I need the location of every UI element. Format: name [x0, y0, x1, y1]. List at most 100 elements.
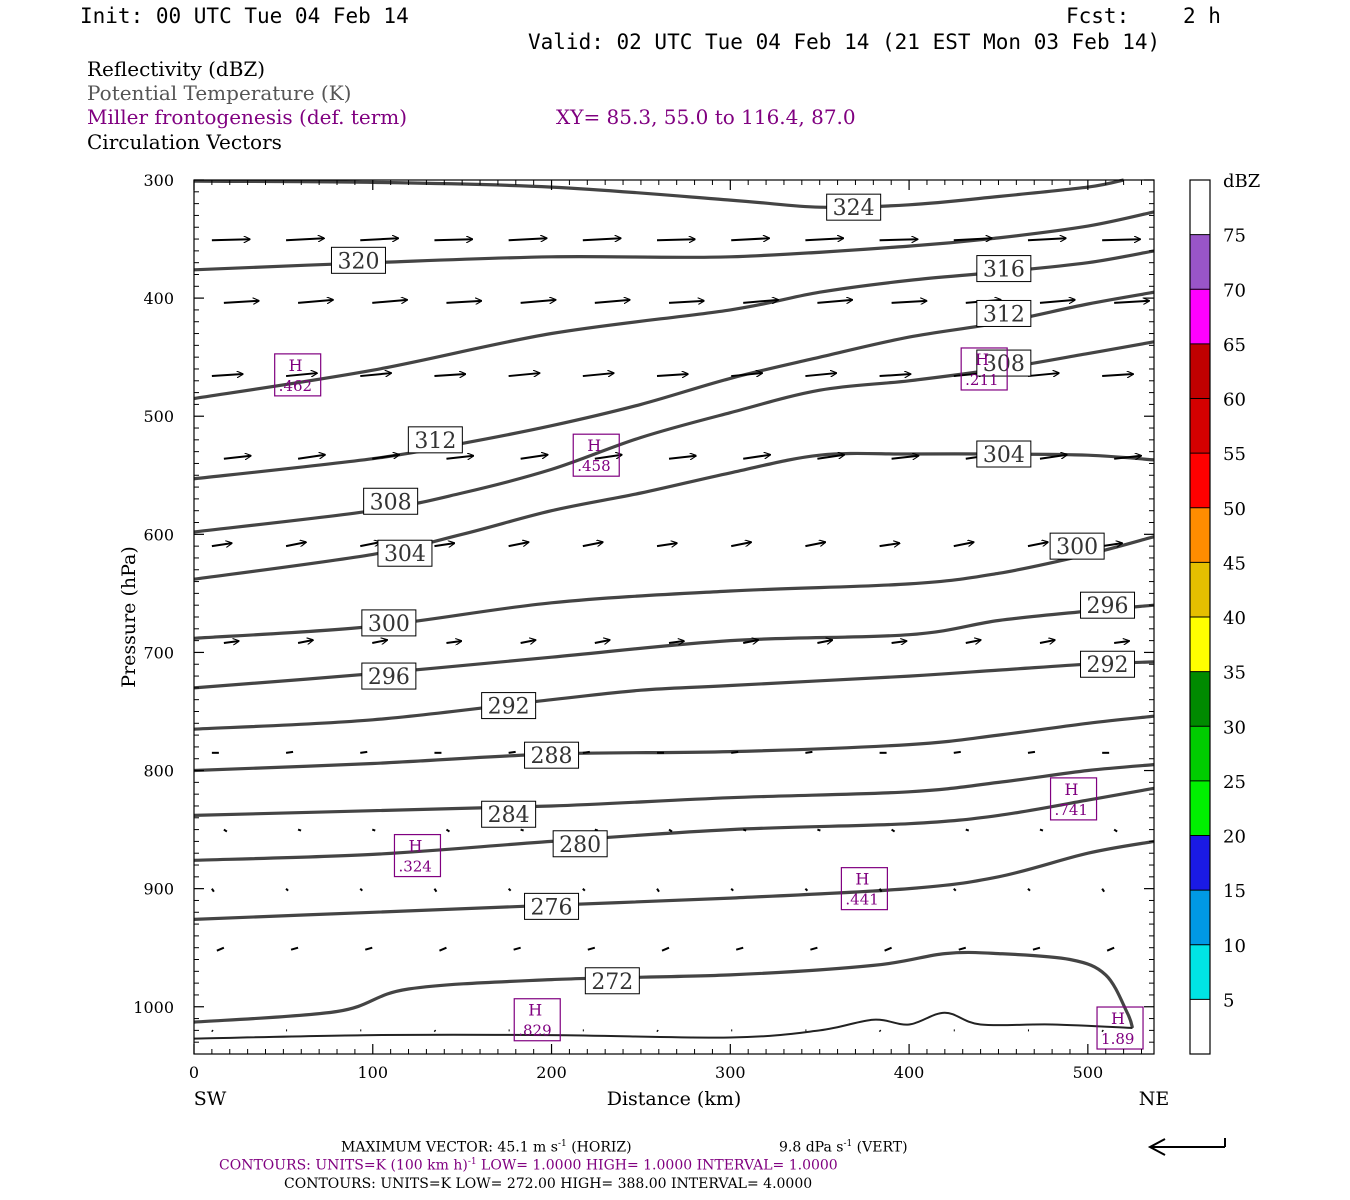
- colorbar-swatch: [1190, 671, 1210, 727]
- colorbar-label: 50: [1223, 499, 1246, 520]
- high-box: [513, 998, 561, 1042]
- high-label: H: [1065, 780, 1079, 799]
- high-label: H: [1111, 1009, 1125, 1028]
- circulation-vector: [731, 373, 762, 376]
- circulation-vector: [297, 640, 313, 643]
- circulation-vector: [1027, 887, 1031, 892]
- circulation-vector: [360, 750, 368, 754]
- contour-label-324: 324: [826, 193, 882, 221]
- contour-label-308-b: 308: [976, 349, 1032, 377]
- circulation-vector: [668, 641, 684, 643]
- contour-label-box: [524, 892, 580, 920]
- circulation-vector: [805, 238, 843, 240]
- circulation-vector: [1102, 374, 1133, 376]
- circulation-vector: [223, 456, 251, 459]
- circulation-vector: [1027, 750, 1036, 754]
- circulation-vector: [1027, 238, 1066, 240]
- forecast-value: 2 h: [1183, 4, 1221, 28]
- contour-label-text: 276: [531, 895, 573, 920]
- circulation-vector: [1102, 239, 1140, 240]
- y-tick-label: 1000: [133, 998, 174, 1017]
- contour-label-312-b: 312: [976, 299, 1032, 327]
- y-tick-label: 600: [143, 525, 174, 544]
- contour-label-box: [584, 967, 640, 995]
- colorbar-swatch: [1190, 780, 1210, 836]
- contour-label-text: 296: [1087, 594, 1129, 619]
- colorbar-swatch: [1190, 617, 1210, 672]
- circulation-vector: [1101, 1029, 1104, 1033]
- circulation-vector: [668, 456, 696, 459]
- circulation-vector: [582, 542, 603, 548]
- contour-label-text: 292: [488, 695, 530, 720]
- circulation-vector: [507, 887, 512, 892]
- contour-label-280: 280: [552, 830, 608, 858]
- theta-contour-276: [193, 839, 1155, 921]
- y-axis-label: Pressure (hPa): [118, 546, 140, 688]
- high-label: H: [975, 350, 989, 369]
- contour-label-box: [407, 426, 463, 454]
- contour-label-text: 304: [983, 443, 1025, 468]
- colorbar-swatch: [1190, 343, 1210, 399]
- colorbar-swatch: [1190, 398, 1210, 454]
- circulation-vector: [434, 239, 472, 240]
- y-tick-label: 700: [143, 643, 174, 662]
- high-label: H: [855, 870, 869, 889]
- circulation-vector: [1039, 300, 1075, 303]
- circulation-vector: [1114, 641, 1129, 643]
- circulation-vector: [433, 1029, 437, 1033]
- colorbar-label: 25: [1223, 772, 1246, 793]
- circulation-vector: [223, 641, 239, 643]
- colorbar-label: 15: [1223, 881, 1246, 902]
- circulation-vector: [446, 301, 481, 303]
- circulation-vector: [582, 238, 621, 240]
- x-tick-label: 300: [715, 1063, 746, 1082]
- contour-label-box: [976, 255, 1032, 283]
- contour-label-box: [481, 692, 537, 720]
- legend-miller: Miller frontogenesis (def. term): [87, 105, 408, 129]
- circulation-vector: [810, 946, 818, 951]
- colorbar-title: dBZ: [1223, 171, 1260, 192]
- contour-label-text: 288: [531, 744, 573, 769]
- high-label: H: [528, 1001, 542, 1020]
- colorbar-label: 30: [1223, 717, 1246, 738]
- circulation-vector: [817, 455, 844, 460]
- y-tick-label: 800: [143, 762, 174, 781]
- colorbar-swatch: [1190, 835, 1210, 891]
- frontogenesis-high: H .441: [840, 867, 888, 911]
- contour-label-box: [976, 349, 1032, 377]
- circulation-vector: [372, 455, 399, 460]
- circulation-vector: [508, 238, 547, 240]
- contour-label-text: 280: [559, 833, 601, 858]
- circulation-vector: [359, 887, 363, 892]
- circulation-vector: [364, 946, 373, 951]
- x-tick-label: 200: [536, 1063, 567, 1082]
- legend-xy: XY= 85.3, 55.0 to 116.4, 87.0: [556, 105, 856, 129]
- high-box: [393, 833, 442, 878]
- circulation-vector: [805, 373, 836, 376]
- circulation-vector: [286, 238, 324, 240]
- circulation-vector: [661, 946, 670, 952]
- contour-label-text: 312: [414, 429, 456, 454]
- circulation-vector: [285, 750, 294, 754]
- contour-label-284: 284: [481, 800, 537, 828]
- high-label: H: [289, 356, 303, 375]
- circulation-vector: [582, 373, 614, 376]
- high-value: .441: [845, 891, 878, 909]
- circulation-vector: [211, 374, 243, 376]
- circulation-vector: [211, 888, 215, 893]
- high-box: [840, 867, 888, 911]
- circulation-vector: [891, 828, 896, 833]
- contour-label-296-b: 296: [1080, 591, 1136, 619]
- circulation-vector: [434, 543, 454, 546]
- contour-label-box: [1080, 591, 1136, 619]
- theta-contour-284: [193, 763, 1155, 817]
- contour-label-box: [826, 193, 882, 221]
- circulation-vector: [953, 542, 974, 548]
- frontogenesis-high: H .829: [513, 998, 561, 1042]
- circulation-vector: [434, 374, 465, 376]
- frontogenesis-high: H 1.89: [1096, 1006, 1144, 1050]
- high-value: .211: [965, 371, 998, 389]
- colorbar-swatch: [1190, 289, 1210, 344]
- circulation-vector: [433, 888, 438, 893]
- legend-theta: Potential Temperature (K): [87, 81, 352, 105]
